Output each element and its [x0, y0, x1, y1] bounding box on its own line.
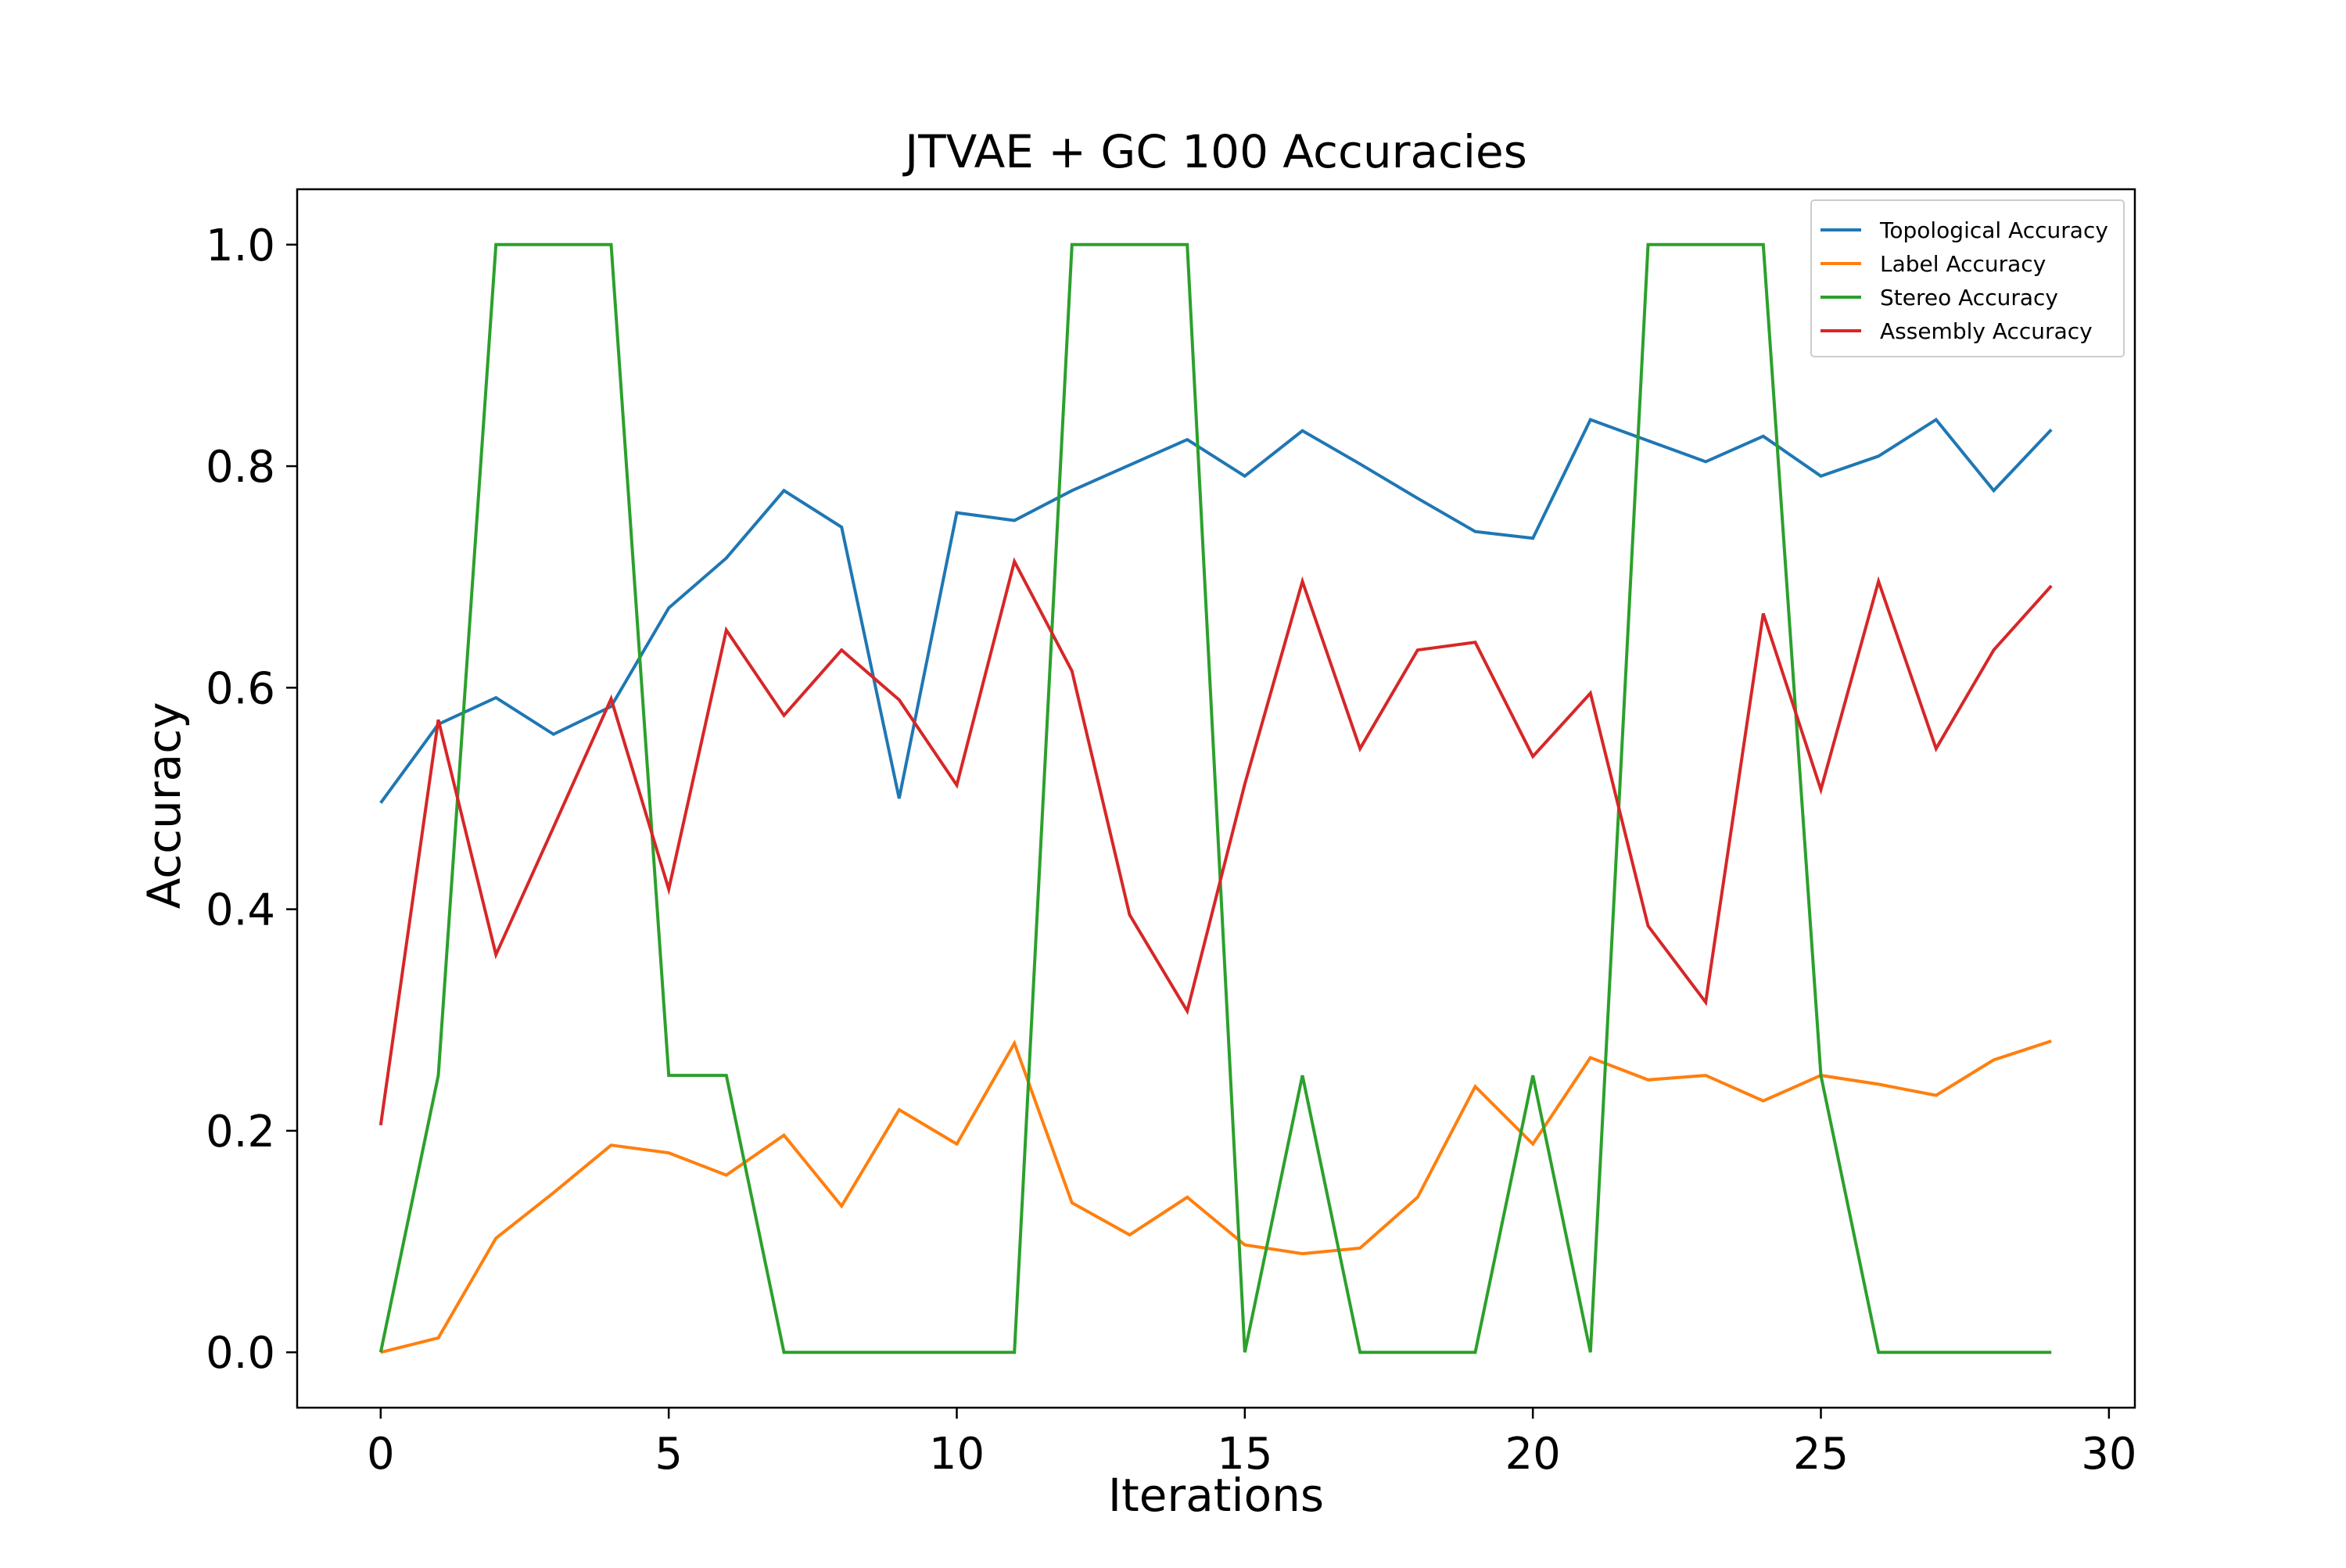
x-axis-label: Iterations — [1108, 1469, 1324, 1522]
legend: Topological Accuracy Label Accuracy Stereo… — [1810, 199, 2125, 357]
series-line-1 — [380, 1039, 2052, 1355]
x-tick-label: 5 — [655, 1429, 683, 1480]
y-tick-label: 0.2 — [206, 1107, 275, 1157]
series-line-2 — [378, 242, 2052, 1355]
y-tick-label: 0.8 — [206, 442, 275, 493]
x-tick-label: 0 — [367, 1429, 395, 1480]
y-tick-label: 0.4 — [206, 885, 275, 936]
y-tick-label: 0.6 — [206, 663, 275, 714]
legend-box — [1810, 199, 2125, 357]
y-tick-label: 1.0 — [206, 221, 275, 271]
x-tick-label: 25 — [1793, 1429, 1849, 1480]
axes-frame — [296, 188, 2136, 1409]
legend-label: Topological Accuracy — [1879, 217, 2108, 243]
y-tick-label: 0.0 — [206, 1328, 275, 1379]
y-axis-label: Accuracy — [138, 702, 191, 910]
x-tick-label: 10 — [929, 1429, 985, 1480]
plot-area — [296, 188, 2136, 1409]
chart-title: JTVAE + GC 100 Accuracies — [902, 125, 1527, 178]
x-tick-label: 15 — [1217, 1429, 1272, 1480]
x-axis: 0 5 10 15 20 25 30 — [367, 1408, 2136, 1480]
legend-label: Stereo Accuracy — [1880, 285, 2058, 310]
y-axis: 0.0 0.2 0.4 0.6 0.8 1.0 — [206, 221, 297, 1379]
legend-label: Label Accuracy — [1880, 251, 2046, 277]
series-line-3 — [378, 557, 2053, 1126]
x-tick-label: 30 — [2081, 1429, 2136, 1480]
series-line-0 — [379, 417, 2053, 804]
x-tick-label: 20 — [1505, 1429, 1561, 1480]
legend-label: Assembly Accuracy — [1880, 318, 2093, 344]
